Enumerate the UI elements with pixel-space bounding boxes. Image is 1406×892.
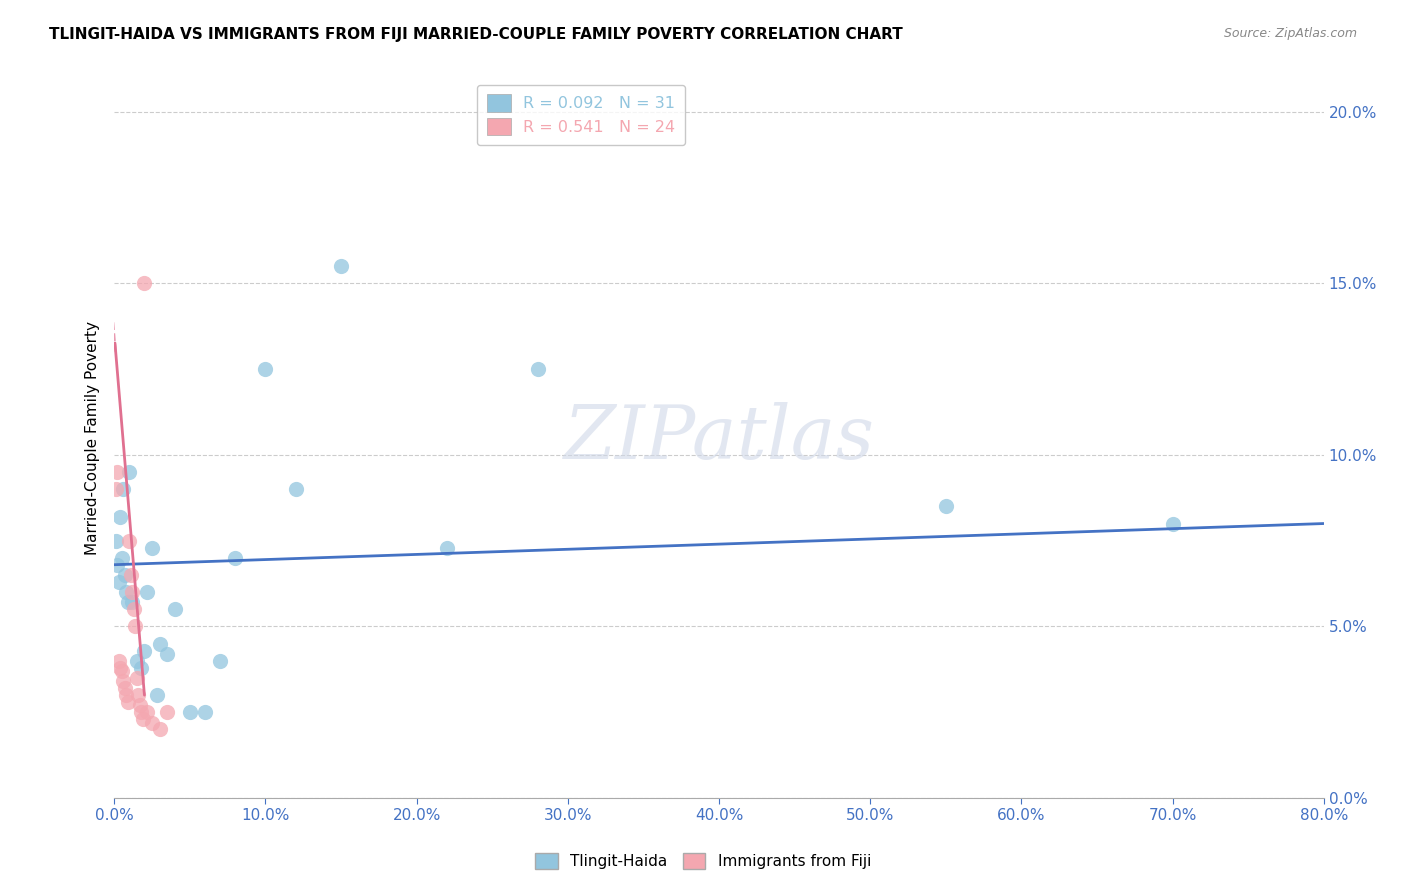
Point bbox=[208, 654, 231, 668]
Point bbox=[136, 585, 159, 599]
Point bbox=[132, 712, 155, 726]
Point bbox=[105, 558, 128, 572]
Point bbox=[156, 706, 179, 720]
Point bbox=[141, 715, 163, 730]
Point bbox=[148, 723, 170, 737]
Point bbox=[122, 602, 145, 616]
Point bbox=[112, 674, 135, 689]
Text: TLINGIT-HAIDA VS IMMIGRANTS FROM FIJI MARRIED-COUPLE FAMILY POVERTY CORRELATION : TLINGIT-HAIDA VS IMMIGRANTS FROM FIJI MA… bbox=[49, 27, 903, 42]
Point bbox=[118, 465, 141, 479]
Point bbox=[111, 550, 134, 565]
Point bbox=[125, 654, 148, 668]
Point bbox=[134, 277, 156, 291]
Point bbox=[134, 643, 156, 657]
Point bbox=[127, 688, 149, 702]
Text: Source: ZipAtlas.com: Source: ZipAtlas.com bbox=[1223, 27, 1357, 40]
Point bbox=[194, 706, 217, 720]
Point bbox=[121, 585, 143, 599]
Y-axis label: Married-Couple Family Poverty: Married-Couple Family Poverty bbox=[86, 321, 100, 555]
Point bbox=[935, 500, 957, 514]
Point bbox=[121, 595, 143, 609]
Point bbox=[156, 647, 179, 661]
Point bbox=[115, 688, 138, 702]
Point bbox=[148, 637, 170, 651]
Point bbox=[120, 568, 142, 582]
Point bbox=[124, 619, 146, 633]
Point bbox=[114, 568, 136, 582]
Point bbox=[128, 698, 150, 713]
Point bbox=[110, 661, 132, 675]
Legend: R = 0.092   N = 31, R = 0.541   N = 24: R = 0.092 N = 31, R = 0.541 N = 24 bbox=[477, 85, 685, 145]
Point bbox=[1161, 516, 1184, 531]
Point bbox=[111, 664, 134, 678]
Point bbox=[112, 482, 135, 496]
Point bbox=[284, 482, 307, 496]
Point bbox=[107, 574, 129, 589]
Point bbox=[104, 482, 127, 496]
Point bbox=[105, 465, 128, 479]
Point bbox=[115, 585, 138, 599]
Point bbox=[141, 541, 163, 555]
Point bbox=[136, 706, 159, 720]
Point bbox=[118, 533, 141, 548]
Point bbox=[224, 550, 246, 565]
Point bbox=[117, 595, 139, 609]
Point bbox=[131, 706, 153, 720]
Point bbox=[254, 362, 277, 376]
Point bbox=[107, 654, 129, 668]
Point bbox=[330, 259, 353, 273]
Point bbox=[131, 661, 153, 675]
Point bbox=[436, 541, 458, 555]
Point bbox=[110, 509, 132, 524]
Point bbox=[145, 688, 167, 702]
Point bbox=[114, 681, 136, 696]
Legend: Tlingit-Haida, Immigrants from Fiji: Tlingit-Haida, Immigrants from Fiji bbox=[529, 847, 877, 875]
Text: ZIPatlas: ZIPatlas bbox=[564, 401, 875, 474]
Point bbox=[526, 362, 548, 376]
Point bbox=[117, 695, 139, 709]
Point bbox=[125, 671, 148, 685]
Point bbox=[104, 533, 127, 548]
Point bbox=[179, 706, 201, 720]
Point bbox=[163, 602, 186, 616]
